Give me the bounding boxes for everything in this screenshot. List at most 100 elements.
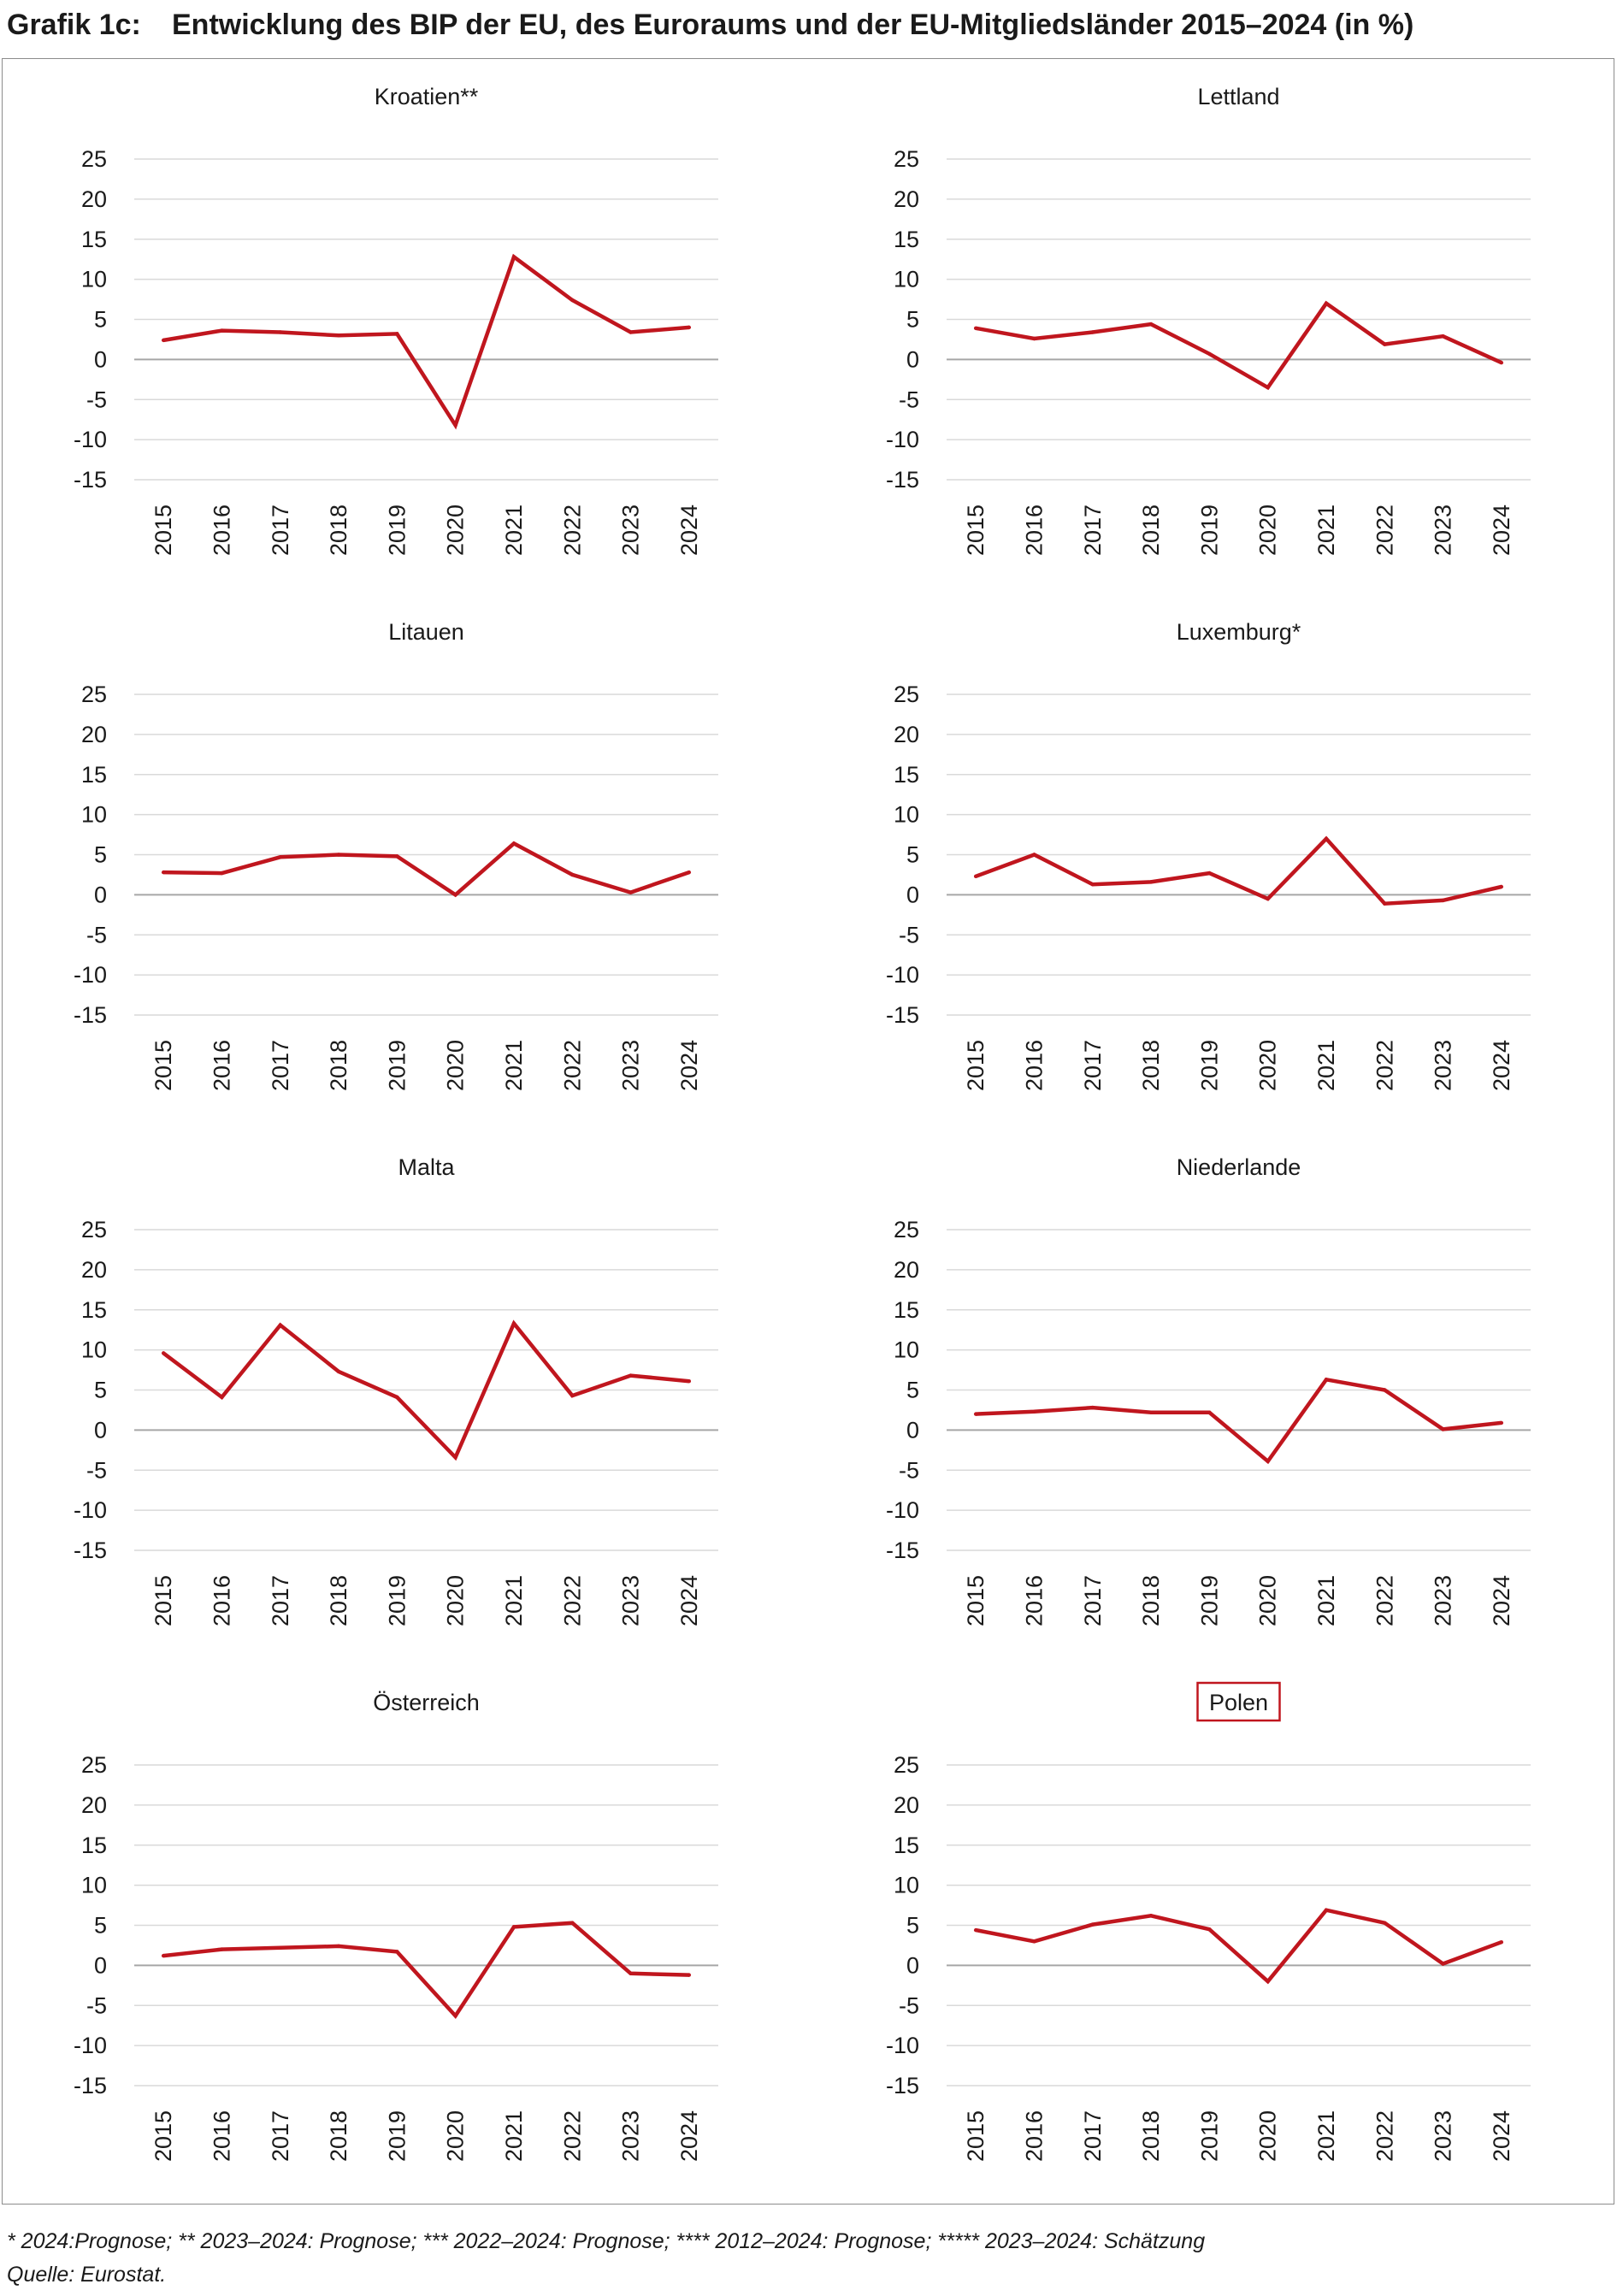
data-point xyxy=(1090,330,1095,334)
data-point xyxy=(395,1395,399,1400)
y-tick-label: 10 xyxy=(81,1337,107,1363)
x-tick-label: 2024 xyxy=(1489,505,1514,556)
x-tick-label: 2019 xyxy=(1196,505,1222,556)
data-point xyxy=(570,872,575,877)
x-tick-label: 2016 xyxy=(209,1575,234,1626)
x-tick-label: 2019 xyxy=(384,2110,410,2162)
data-point xyxy=(1148,1914,1154,1918)
y-tick-label: -5 xyxy=(86,1457,107,1483)
y-tick-label: 10 xyxy=(81,1873,107,1898)
x-tick-label: 2015 xyxy=(963,1575,988,1626)
y-tick-label: 5 xyxy=(94,1913,107,1939)
y-tick-label: -10 xyxy=(886,1497,919,1523)
x-tick-label: 2023 xyxy=(1431,2110,1456,2162)
data-point xyxy=(1207,871,1212,876)
y-tick-label: 20 xyxy=(81,1792,107,1818)
footnote-source: Quelle: Eurostat. xyxy=(7,2263,167,2287)
x-tick-label: 2024 xyxy=(676,1040,702,1091)
data-point xyxy=(1499,1420,1504,1425)
chart-title: Malta xyxy=(398,1154,455,1180)
x-tick-label: 2017 xyxy=(268,2110,293,2162)
x-tick-label: 2022 xyxy=(559,505,585,556)
x-tick-label: 2016 xyxy=(1021,505,1047,556)
x-tick-label: 2024 xyxy=(1489,1575,1514,1626)
y-tick-label: 0 xyxy=(94,346,107,372)
data-point xyxy=(395,332,399,336)
data-point xyxy=(1032,1939,1036,1944)
x-tick-label: 2016 xyxy=(209,1040,234,1091)
y-tick-label: 25 xyxy=(81,1217,107,1242)
x-tick-label: 2018 xyxy=(1138,505,1164,556)
x-tick-label: 2017 xyxy=(268,1575,293,1626)
data-point xyxy=(395,1950,399,1954)
y-tick-label: -10 xyxy=(74,962,107,988)
x-tick-label: 2016 xyxy=(1021,2110,1047,2162)
y-tick-label: -15 xyxy=(74,2073,107,2098)
x-tick-label: 2020 xyxy=(443,505,469,556)
x-tick-label: 2024 xyxy=(676,1575,702,1626)
x-tick-label: 2024 xyxy=(1489,1040,1514,1091)
data-point xyxy=(395,854,399,859)
data-point xyxy=(161,870,166,875)
x-tick-label: 2023 xyxy=(618,1040,644,1091)
y-tick-label: 10 xyxy=(894,1337,919,1363)
x-tick-label: 2020 xyxy=(443,2110,469,2162)
y-tick-label: 15 xyxy=(81,762,107,788)
series-line xyxy=(162,1319,690,1461)
data-point xyxy=(1383,342,1387,346)
data-point xyxy=(1441,333,1445,339)
data-point xyxy=(1324,1908,1329,1912)
x-tick-label: 2019 xyxy=(384,505,410,556)
x-tick-label: 2018 xyxy=(326,2110,351,2162)
data-point xyxy=(629,330,633,334)
series-line xyxy=(975,300,1502,391)
data-point xyxy=(453,423,457,428)
data-point xyxy=(336,333,341,338)
footnote-prognose: * 2024:Prognose; ** 2023–2024: Prognose;… xyxy=(7,2229,1206,2253)
y-tick-label: -5 xyxy=(899,1457,919,1483)
y-tick-label: 10 xyxy=(894,802,919,828)
y-tick-label: 10 xyxy=(81,802,107,828)
y-tick-label: -15 xyxy=(74,467,107,493)
y-tick-label: 15 xyxy=(81,1833,107,1858)
x-tick-label: 2018 xyxy=(1138,1575,1164,1626)
chart-title: Österreich xyxy=(373,1690,480,1715)
y-tick-label: 0 xyxy=(906,882,919,907)
series-line xyxy=(976,1377,1502,1465)
data-point xyxy=(1148,1410,1154,1414)
data-point xyxy=(278,1945,282,1950)
figure-frame xyxy=(2,58,1614,2205)
chart-title: Litauen xyxy=(388,619,464,645)
data-point xyxy=(1090,1922,1095,1927)
data-point xyxy=(1266,896,1270,901)
x-tick-label: 2020 xyxy=(1255,2110,1281,2162)
y-tick-label: -15 xyxy=(886,467,919,493)
x-tick-label: 2022 xyxy=(1372,2110,1397,2162)
x-tick-label: 2023 xyxy=(618,1575,644,1626)
series-line xyxy=(163,841,690,898)
y-tick-label: 0 xyxy=(906,1417,919,1443)
data-point xyxy=(161,1351,166,1355)
data-point xyxy=(511,1925,516,1929)
y-tick-label: 20 xyxy=(81,186,107,212)
x-tick-label: 2019 xyxy=(384,1575,410,1626)
data-point xyxy=(278,330,282,334)
x-tick-label: 2021 xyxy=(1313,2110,1339,2162)
y-tick-label: -5 xyxy=(899,922,919,947)
data-point xyxy=(973,1927,978,1933)
y-tick-label: 5 xyxy=(94,307,107,333)
data-point xyxy=(1207,1927,1212,1932)
y-tick-label: 5 xyxy=(94,842,107,868)
data-point xyxy=(973,1412,978,1416)
y-tick-label: 25 xyxy=(894,1752,919,1778)
chart-title: Polen xyxy=(1209,1690,1268,1715)
y-tick-label: 0 xyxy=(94,1417,107,1443)
data-point xyxy=(629,1971,633,1975)
data-point xyxy=(278,1323,282,1327)
data-point xyxy=(1499,884,1504,889)
x-tick-label: 2022 xyxy=(559,1040,585,1091)
footnotes: * 2024:Prognose; ** 2023–2024: Prognose;… xyxy=(7,2225,1205,2292)
y-tick-label: 10 xyxy=(894,267,919,292)
